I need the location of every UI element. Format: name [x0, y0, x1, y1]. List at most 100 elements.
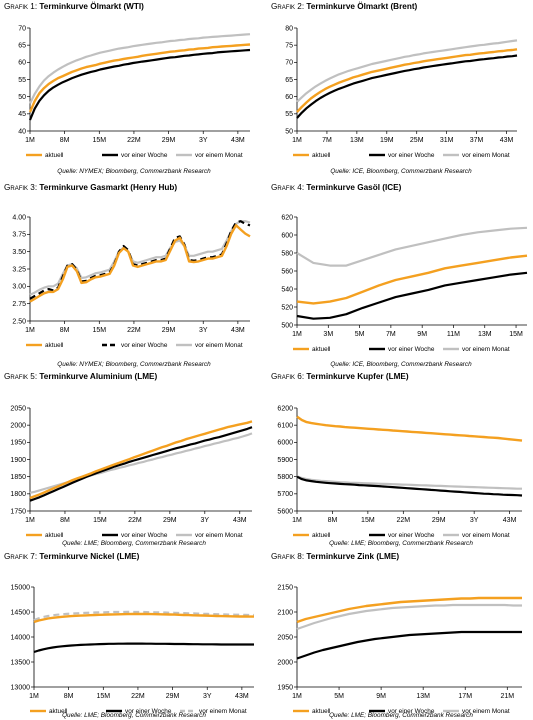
chart-title: Grafik 6: Terminkurve Kupfer (LME) [271, 372, 531, 384]
y-tick-label: 13000 [11, 684, 31, 691]
legend-label: vor einem Monat [199, 708, 247, 715]
y-tick-label: 55 [285, 111, 293, 118]
y-tick-label: 5700 [277, 491, 293, 498]
x-tick-label: 22M [396, 517, 410, 524]
x-tick-label: 1M [25, 327, 35, 334]
series-line-2 [29, 33, 251, 104]
chart-title-text: Terminkurve Ölmarkt (Brent) [304, 2, 418, 11]
x-tick-label: 3Y [203, 693, 212, 700]
x-tick-label: 1M [292, 137, 302, 144]
chart-title-text: Terminkurve Aluminium (LME) [37, 372, 158, 381]
chart-panel-gasoel: Grafik 4: Terminkurve Gasöl (ICE) 500 520 5… [271, 183, 531, 369]
y-tick-label: 3.75 [12, 232, 26, 239]
series-line-0 [296, 415, 523, 442]
series-line-1 [29, 426, 253, 502]
chart-svg: 500 520 540 560 580 600 620 1M 3M 5M 7M 9M 11M 13M 15M… [281, 214, 528, 353]
legend-label: vor einer Woche [121, 152, 168, 159]
x-tick-label: 5M [355, 331, 365, 338]
legend-label: vor einem Monat [195, 532, 243, 539]
x-tick-label: 3M [323, 331, 333, 338]
legend-label: aktuell [312, 346, 330, 353]
series-line-0 [296, 596, 522, 624]
x-tick-label: 43M [233, 517, 247, 524]
chart-title: Grafik 4: Terminkurve Gasöl (ICE) [271, 183, 531, 195]
y-tick-label: 14500 [11, 609, 31, 616]
x-tick-label: 22M [127, 137, 141, 144]
y-tick-label: 580 [281, 250, 293, 257]
chart-svg: 13000 13500 14000 14500 15000 1M 8M 15M 22M 29M 3Y… [11, 584, 254, 715]
y-tick-label: 4.00 [12, 214, 26, 221]
x-tick-label: 8M [60, 517, 70, 524]
x-tick-label: 17M [458, 693, 472, 700]
chart-title-prefix: Grafik 3: [4, 183, 38, 192]
x-tick-label: 9M [376, 693, 386, 700]
chart-title-text: Terminkurve Ölmarkt (WTI) [37, 2, 144, 11]
x-tick-label: 19M [380, 137, 394, 144]
y-tick-label: 2050 [10, 405, 26, 412]
series-line-1 [33, 642, 254, 654]
x-tick-label: 3Y [201, 517, 210, 524]
legend-label: aktuell [49, 708, 67, 715]
y-tick-label: 70 [285, 60, 293, 67]
chart-title: Grafik 3: Terminkurve Gasmarkt (Henry Hu… [4, 183, 264, 195]
y-tick-label: 60 [285, 94, 293, 101]
series-line-0 [28, 43, 251, 113]
series-line-2 [296, 475, 522, 490]
series-line-2 [296, 603, 522, 631]
chart-source: Quelle: LME; Bloomberg, Commerzbank Rese… [329, 540, 473, 547]
legend-label: vor einer Woche [125, 708, 172, 715]
y-tick-label: 1850 [10, 474, 26, 481]
y-tick-label: 1750 [10, 508, 26, 515]
series-line-1 [296, 630, 522, 660]
x-tick-label: 15M [92, 327, 106, 334]
chart-svg: 5600 5700 5800 5900 6000 6100 6200 1M 8M 15M 22M 29… [277, 405, 523, 539]
series-line-1 [29, 220, 251, 300]
y-tick-label: 13500 [11, 659, 31, 666]
x-tick-label: 22M [131, 693, 145, 700]
y-tick-label: 2150 [277, 584, 293, 591]
x-tick-label: 3Y [199, 327, 208, 334]
y-tick-label: 5900 [277, 457, 293, 464]
legend-label: vor einer Woche [388, 152, 435, 159]
legend-label: vor einer Woche [121, 342, 168, 349]
y-tick-label: 50 [18, 94, 26, 101]
legend-label: vor einem Monat [462, 152, 510, 159]
chart-svg: 50 55 60 65 70 75 80 1M 7M 13M 19M 25M 31M 37M 43M aktu… [285, 25, 518, 159]
x-tick-label: 29M [432, 517, 446, 524]
y-tick-label: 55 [18, 77, 26, 84]
x-tick-label: 43M [231, 327, 245, 334]
legend-label: vor einem Monat [462, 532, 510, 539]
chart-title-text: Terminkurve Zink (LME) [304, 552, 400, 561]
legend-label: vor einem Monat [462, 346, 510, 353]
chart-title: Grafik 2: Terminkurve Ölmarkt (Brent) [271, 2, 531, 14]
chart-title-prefix: Grafik 7: [4, 552, 38, 561]
legend-label: vor einer Woche [388, 532, 435, 539]
series-line-1 [296, 54, 518, 119]
y-tick-label: 3.00 [12, 284, 26, 291]
chart-panel-nickel: Grafik 7: Terminkurve Nickel (LME) 13000 1… [4, 552, 264, 720]
x-tick-label: 15M [92, 137, 106, 144]
y-tick-label: 560 [281, 268, 293, 275]
chart-title-prefix: Grafik 2: [271, 2, 305, 11]
legend-label: aktuell [45, 342, 63, 349]
y-tick-label: 50 [285, 128, 293, 135]
chart-source: Quelle: LME; Bloomberg, Commerzbank Rese… [329, 712, 473, 719]
y-tick-label: 2100 [277, 609, 293, 616]
x-tick-label: 3Y [470, 517, 479, 524]
chart-title: Grafik 1: Terminkurve Ölmarkt (WTI) [4, 2, 264, 14]
y-tick-label: 2000 [277, 659, 293, 666]
legend-label: vor einem Monat [195, 152, 243, 159]
series-line-2 [296, 39, 518, 103]
y-tick-label: 6100 [277, 423, 293, 430]
x-tick-label: 11M [447, 331, 460, 338]
series-line-0 [296, 48, 518, 113]
y-tick-label: 45 [18, 111, 26, 118]
y-tick-label: 1900 [10, 457, 26, 464]
y-tick-label: 65 [285, 77, 293, 84]
y-tick-label: 70 [18, 25, 26, 32]
series-line-0 [33, 612, 254, 624]
chart-title: Grafik 5: Terminkurve Aluminium (LME) [4, 372, 264, 384]
chart-panel-henry-hub: Grafik 3: Terminkurve Gasmarkt (Henry Hu… [4, 183, 264, 369]
series-line-1 [296, 271, 528, 320]
x-tick-label: 15M [93, 517, 107, 524]
